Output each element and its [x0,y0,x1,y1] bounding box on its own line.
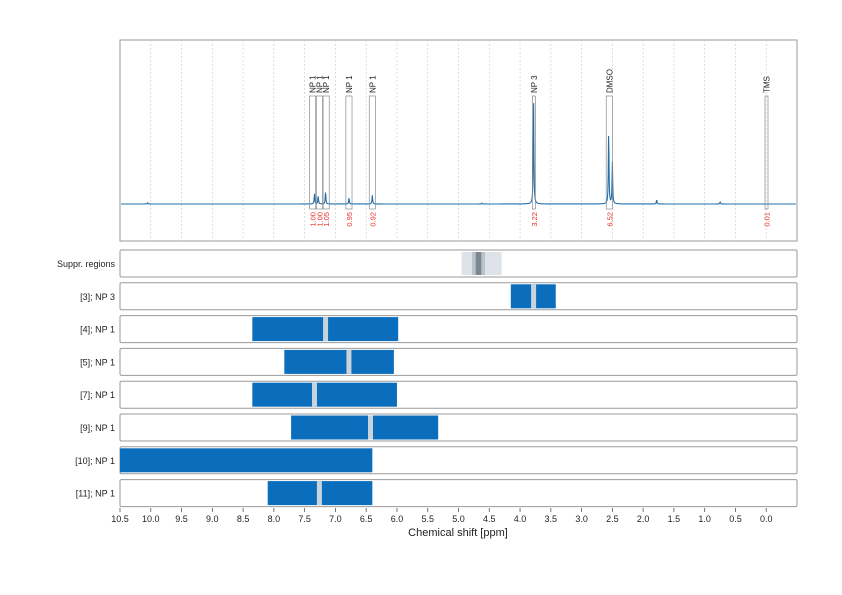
region-rows: Suppr. regions [3]; NP 3 [4]; NP 1 [5]; NP … [57,249,798,508]
x-tick-label: 7.0 [329,514,342,524]
region-bar [291,415,439,440]
x-tick-label: 7.5 [298,514,311,524]
x-tick-label: 4.5 [483,514,496,524]
x-tick-label: 5.0 [452,514,465,524]
center-marker [346,349,352,374]
region-bar [252,382,397,407]
x-axis: 10.5 10.0 9.5 9.0 8.5 8.0 7.5 7.0 6.5 6.0 5.5 5.0 4.… [111,508,772,524]
x-tick-label: 8.0 [268,514,281,524]
region-row: [7]; NP 1 [80,380,798,409]
integral-label: 1.00 [309,212,318,227]
row-frame [119,249,798,278]
peak-annotation: TMS 0.01 [762,76,771,227]
annotation-box [345,95,353,210]
row-label: [11]; NP 1 [76,489,115,499]
peak-annotation: DMSO 6.52 [605,69,614,227]
row-frame [119,479,798,508]
annotation-box [605,95,613,210]
region-row: [3]; NP 3 [80,282,798,311]
x-tick-label: 1.5 [668,514,681,524]
integral-label: 1.05 [322,212,331,227]
region-bar [120,448,373,473]
integral-label: 6.52 [605,212,614,227]
center-marker [531,284,537,309]
integral-label: 0.95 [345,212,354,227]
row-frame [119,413,798,442]
x-tick-label: 3.0 [575,514,588,524]
row-label: [10]; NP 1 [75,456,115,466]
x-axis-label: Chemical shift [ppm] [408,527,508,539]
annotation-box [315,95,323,210]
annotation-label: NP 1 [315,75,324,93]
annotation-label: TMS [762,76,771,93]
x-tick-label: 0.5 [729,514,742,524]
x-tick-label: 5.5 [421,514,434,524]
peak-annotation: NP 1 0.92 [368,75,377,227]
annotation-label: NP 1 [322,75,331,93]
x-tick-label: 9.0 [206,514,219,524]
x-tick-label: 10.5 [111,514,129,524]
annotation-label: DMSO [605,69,614,93]
peak-annotation: NP 1 1.00 [309,75,318,227]
x-tick-label: 2.0 [637,514,650,524]
annotation-box [309,95,317,210]
integral-label: 3.22 [530,212,539,227]
row-label: [4]; NP 1 [80,325,115,335]
row-label: [3]; NP 3 [80,292,115,302]
x-tick-label: 9.5 [175,514,188,524]
center-marker [316,481,322,506]
integral-label: 0.92 [368,212,377,227]
peak-annotation: NP 1 0.95 [345,75,354,227]
annotation-label: NP 1 [368,75,377,93]
region-bar [284,349,394,374]
annotation-label: NP 1 [309,75,318,93]
row-label: [9]; NP 1 [80,423,115,433]
row-frame [119,282,798,311]
center-marker [323,317,329,342]
integral-label: 1.00 [315,212,324,227]
peak-annotation: NP 1 1.05 [322,75,331,227]
row-label: [5]; NP 1 [80,357,115,367]
spectrum-line [121,103,796,205]
x-tick-label: 2.5 [606,514,619,524]
integral-label: 0.01 [762,212,771,227]
x-tick-label: 3.5 [545,514,558,524]
suppression-band [475,252,482,275]
x-tick-label: 8.5 [237,514,250,524]
region-row: [9]; NP 1 [80,413,798,442]
row-label: Suppr. regions [57,259,116,269]
x-tick-label: 10.0 [142,514,160,524]
peak-annotation: NP 1 1.00 [315,75,324,227]
region-row: [5]; NP 1 [80,347,798,376]
peak-annotation: NP 3 3.22 [530,75,539,227]
region-row: [10]; NP 1 [75,446,798,475]
region-row: [11]; NP 1 [76,479,798,508]
center-marker [367,415,373,440]
annotation-label: NP 3 [530,75,539,93]
x-tick-label: 1.0 [698,514,711,524]
row-frame [119,315,798,344]
row-label: [7]; NP 1 [80,390,115,400]
annotation-box [368,95,376,210]
x-tick-label: 6.0 [391,514,404,524]
spectrum-panel: NP 1 1.00 NP 1 1.00 NP 1 1.05 NP 1 0.95 NP 1 0.92… [119,39,798,242]
row-frame [119,347,798,376]
x-tick-label: 6.5 [360,514,373,524]
row-frame [119,380,798,409]
annotation-label: NP 1 [345,75,354,93]
center-marker [311,382,317,407]
x-tick-label: 4.0 [514,514,527,524]
annotation-box [322,95,330,210]
annotation-box [764,95,769,210]
suppression-row: Suppr. regions [57,249,798,278]
region-row: [4]; NP 1 [80,315,798,344]
annotation-box [532,95,536,210]
x-tick-label: 0.0 [760,514,773,524]
